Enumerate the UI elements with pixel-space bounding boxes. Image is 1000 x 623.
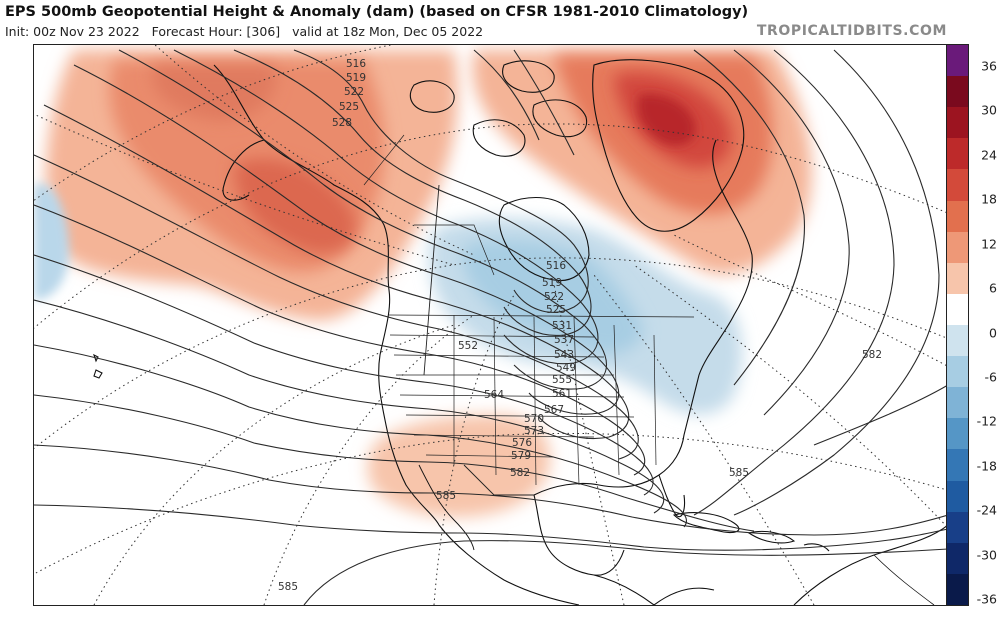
- anomaly-colorbar: [946, 44, 969, 606]
- source-credit: TROPICALTIDBITS.COM: [756, 23, 947, 39]
- colorbar-cell: [947, 200, 968, 233]
- contour-label: 543: [554, 349, 574, 361]
- colorbar-label: -30: [976, 547, 997, 563]
- contour-label: 519: [542, 277, 562, 289]
- colorbar-cell: [947, 262, 968, 295]
- positive-anomaly-southwest: [367, 414, 550, 518]
- political-borders: [363, 134, 695, 496]
- contour-label: 516: [346, 58, 366, 70]
- contour-label: 552: [458, 340, 478, 352]
- colorbar-label: -24: [976, 502, 997, 518]
- colorbar-label: 30: [981, 102, 997, 118]
- map-panel: 516 519 522 525 528 516 519 522 525 531 …: [33, 44, 949, 606]
- colorbar-cell: [947, 418, 968, 450]
- colorbar-cell: [947, 231, 968, 264]
- contour-label: 567: [544, 404, 564, 416]
- contour-label: 585: [278, 581, 298, 593]
- forecast-hour: Forecast Hour: [306]: [151, 24, 281, 39]
- colorbar-cell: [947, 480, 968, 513]
- colorbar-cell: [947, 325, 968, 357]
- contour-label: 570: [524, 413, 544, 425]
- contour-label: 579: [511, 450, 531, 462]
- contour-label: 585: [436, 490, 456, 502]
- init-time: Init: 00z Nov 23 2022: [5, 24, 140, 39]
- contour-label: 549: [556, 362, 576, 374]
- height-contours: [34, 49, 948, 605]
- colorbar-cell: [947, 138, 968, 170]
- chart-title: EPS 500mb Geopotential Height & Anomaly …: [5, 4, 749, 20]
- contour-label: 555: [552, 374, 572, 386]
- valid-time: valid at 18z Mon, Dec 05 2022: [292, 24, 484, 39]
- colorbar-label: 12: [981, 236, 997, 252]
- colorbar-label: 6: [989, 280, 997, 296]
- contour-label: 528: [332, 117, 352, 129]
- colorbar-cell: [947, 573, 968, 605]
- negative-anomaly-pacific: [34, 183, 69, 300]
- colorbar-label: 18: [981, 191, 997, 207]
- contour-label: 585: [729, 467, 749, 479]
- colorbar-label: -18: [976, 458, 997, 474]
- anomaly-shading: [34, 50, 812, 518]
- colorbar-cell: [947, 293, 968, 326]
- colorbar-cell: [947, 511, 968, 544]
- contour-label: 573: [524, 425, 544, 437]
- colorbar-cell: [947, 169, 968, 202]
- colorbar-cell: [947, 356, 968, 388]
- contour-label: 519: [346, 72, 366, 84]
- contour-label: 525: [546, 304, 566, 316]
- colorbar-cell: [947, 387, 968, 419]
- contour-label: 582: [862, 349, 882, 361]
- contour-label: 522: [344, 86, 364, 98]
- contour-label: 561: [552, 388, 572, 400]
- colorbar-cell: [947, 542, 968, 575]
- contour-label: 531: [552, 320, 572, 332]
- contour-label: 522: [544, 291, 564, 303]
- contour-label: 516: [546, 260, 566, 272]
- contour-label: 576: [512, 437, 532, 449]
- colorbar-label: -6: [984, 369, 997, 385]
- colorbar-label: -12: [976, 413, 997, 429]
- contour-label: 582: [510, 467, 530, 479]
- contour-labels: 516 519 522 525 528 516 519 522 525 531 …: [278, 58, 882, 593]
- colorbar-label: -36: [976, 591, 997, 607]
- colorbar-cell: [947, 449, 968, 482]
- colorbar-labels: 36 30 24 18 12 6 0 -6 -12 -18 -24 -30 -36: [968, 44, 1000, 607]
- colorbar-label: 0: [989, 325, 997, 340]
- contour-label: 537: [554, 334, 574, 346]
- map-svg: 516 519 522 525 528 516 519 522 525 531 …: [34, 45, 948, 605]
- colorbar-label: 36: [981, 58, 997, 74]
- contour-label: 525: [339, 101, 359, 113]
- colorbar-cell: [947, 76, 968, 108]
- chart-subtitle: Init: 00z Nov 23 2022 Forecast Hour: [30…: [5, 24, 483, 39]
- colorbar-cell: [947, 45, 968, 77]
- colorbar-label: 24: [981, 147, 997, 163]
- colorbar-cell: [947, 107, 968, 139]
- contour-label: 564: [484, 389, 504, 401]
